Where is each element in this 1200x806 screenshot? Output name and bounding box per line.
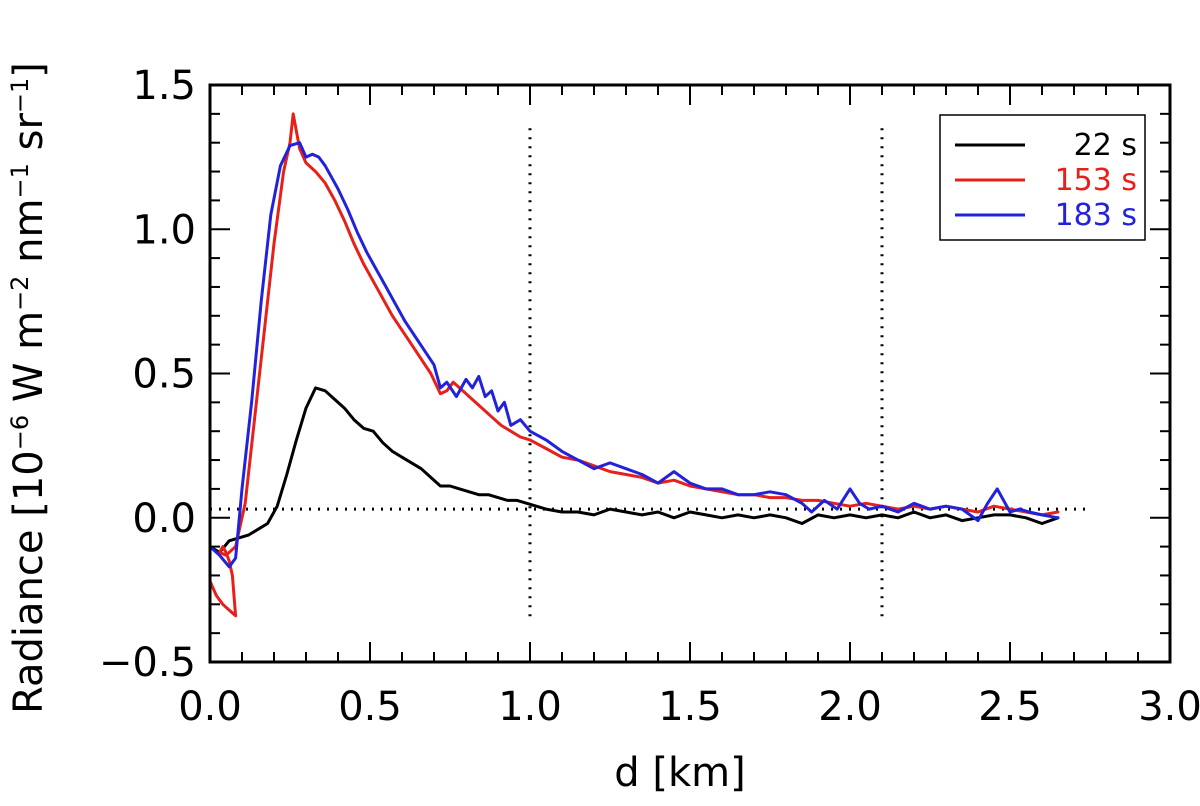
y-axis-title-mid1: W m <box>6 311 52 415</box>
y-axis-title-exp1: −6 <box>6 415 34 450</box>
x-tick-label: 1.0 <box>498 684 562 730</box>
x-tick-label: 2.0 <box>818 684 882 730</box>
x-tick-label: 0.0 <box>178 684 242 730</box>
y-axis-title: Radiance [10−6 W m−2 nm−1 sr−1] <box>6 62 52 714</box>
series-line-153-s <box>208 112 1060 618</box>
legend-label-153-s: 153 s <box>1055 163 1137 198</box>
axis-ticks: 0.0 0.5 1.0 1.5 2.0 2.5 3.0−0.50.00.51.01.5 <box>99 63 1200 730</box>
y-tick-label: 1.0 <box>132 207 196 253</box>
y-tick-label: −0.5 <box>99 640 196 686</box>
y-tick-label: 0.5 <box>132 352 196 398</box>
legend-label-22-s: 22 s <box>1074 128 1137 163</box>
y-axis-title-exp2: −2 <box>6 276 34 311</box>
y-tick-label: 1.5 <box>132 63 196 109</box>
y-axis-title-mid3: sr <box>6 113 52 164</box>
y-axis-title-exp4: −1 <box>6 78 34 113</box>
x-tick-label: 2.5 <box>978 684 1042 730</box>
reference-lines <box>210 128 1090 619</box>
legend-box <box>939 114 1146 241</box>
x-tick-label: 0.5 <box>338 684 402 730</box>
y-axis-title-prefix: Radiance [10 <box>6 450 52 714</box>
x-axis-title: d [km] <box>614 750 745 796</box>
y-axis-title-suffix: ] <box>6 62 52 78</box>
series-layer <box>208 112 1060 618</box>
series-line-183-s <box>208 141 1060 569</box>
y-axis-title-exp3: −1 <box>6 163 34 198</box>
y-tick-label: 0.0 <box>132 496 196 542</box>
legend-label-183-s: 183 s <box>1055 198 1137 233</box>
x-tick-label: 1.5 <box>658 684 722 730</box>
series-line-22-s <box>208 386 1060 554</box>
x-tick-label: 3.0 <box>1138 684 1200 730</box>
y-axis-title-mid2: nm <box>6 199 52 276</box>
